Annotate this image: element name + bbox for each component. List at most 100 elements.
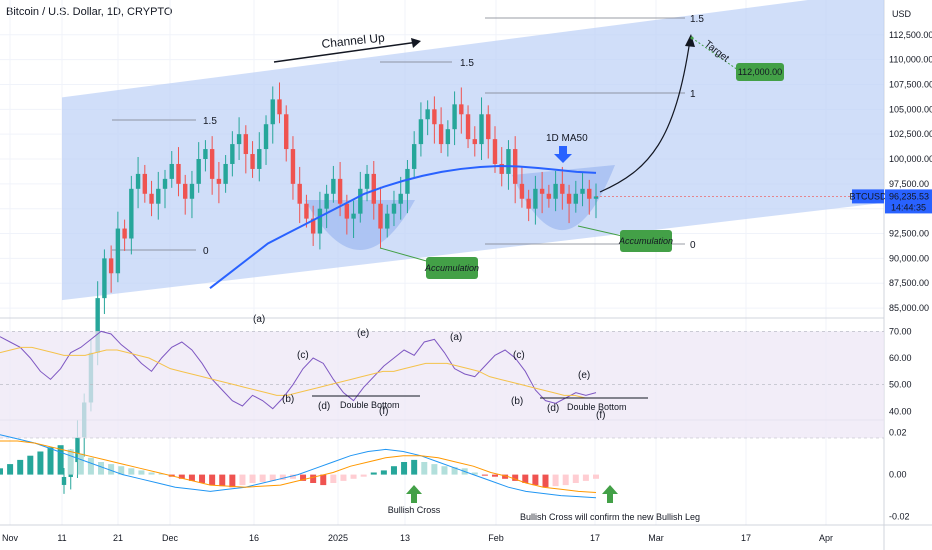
macd-histogram-bar xyxy=(279,474,286,480)
candle-body xyxy=(284,114,289,150)
time-tick-label: 2025 xyxy=(328,533,348,543)
macd-histogram-bar xyxy=(209,474,216,486)
candle-body xyxy=(331,178,336,194)
candle-body xyxy=(351,213,356,219)
macd-histogram-bar xyxy=(411,459,418,475)
macd-signal-line xyxy=(0,440,597,493)
rsi-wave-label: (a) xyxy=(450,332,462,343)
time-tick-label: Mar xyxy=(648,533,664,543)
macd-histogram-bar xyxy=(98,462,105,475)
time-tick-label: 13 xyxy=(400,533,410,543)
macd-histogram-bar xyxy=(108,464,115,475)
macd-histogram-bar xyxy=(370,472,377,475)
candle-body xyxy=(398,193,403,204)
candle-body xyxy=(560,183,565,194)
price-tick-label: 97,500.00 xyxy=(889,179,929,189)
macd-histogram-bar xyxy=(401,462,408,475)
candle-body xyxy=(169,163,174,179)
candle-body xyxy=(189,183,195,199)
candle-body xyxy=(203,149,208,159)
macd-histogram-bar xyxy=(188,474,195,481)
candle-body xyxy=(438,124,444,145)
candle-body xyxy=(385,213,390,229)
candle-body xyxy=(257,149,262,169)
double-bottom-label-2: Double Bottom xyxy=(567,402,627,412)
macd-histogram-bar xyxy=(340,474,347,481)
rsi-wave-label: (a) xyxy=(253,314,265,325)
candle-body xyxy=(378,203,383,229)
macd-histogram-bar xyxy=(320,474,327,486)
channel-up-label: Channel Up xyxy=(321,30,386,51)
macd-histogram-bar xyxy=(47,447,54,475)
macd-tick-label: 0.02 xyxy=(889,428,907,438)
price-tick-label: 105,000.00 xyxy=(889,104,932,114)
rsi-wave-label: (c) xyxy=(297,350,309,361)
macd-histogram-bar xyxy=(512,474,519,481)
candle-body xyxy=(337,178,343,204)
candle-body xyxy=(371,173,376,204)
rsi-wave-label: (c) xyxy=(513,350,525,361)
price-tick-label: 92,500.00 xyxy=(889,229,929,239)
macd-histogram-bar xyxy=(522,474,529,483)
candle-body xyxy=(566,193,572,204)
macd-histogram-bar xyxy=(330,474,337,483)
macd-histogram-bar xyxy=(148,472,155,475)
projection-curve xyxy=(599,39,691,193)
channel-up-arrow xyxy=(273,41,419,63)
rsi-tick-label: 70.00 xyxy=(889,326,912,336)
macd-histogram-bar xyxy=(158,473,165,475)
candle-body xyxy=(250,154,255,169)
price-tick-label: 85,000.00 xyxy=(889,303,929,313)
macd-histogram-bar xyxy=(471,472,478,475)
candle-body xyxy=(459,104,464,115)
candle-body xyxy=(230,144,235,164)
accumulation-pointer-2 xyxy=(577,225,623,237)
price-tick-label: 100,000.00 xyxy=(889,154,932,164)
ma50-marker-arrow xyxy=(554,146,572,163)
last-price-value: 96,235.53 xyxy=(889,191,929,201)
candle-body xyxy=(75,437,80,463)
macd-histogram-bar xyxy=(219,474,226,487)
price-tick-label: 90,000.00 xyxy=(889,253,929,263)
macd-histogram-bar xyxy=(451,467,458,475)
last-price-tag xyxy=(885,189,932,214)
candle-body xyxy=(593,196,599,199)
macd-histogram-bar xyxy=(491,474,498,477)
symbol-tag xyxy=(852,189,884,204)
chart-title: Bitcoin / U.S. Dollar, 1D, CRYPTO xyxy=(6,6,173,18)
channel-band xyxy=(62,0,884,301)
candle-body xyxy=(135,173,141,189)
rsi-wave-label: (f) xyxy=(596,410,605,421)
macd-tick-label: -0.02 xyxy=(889,512,910,522)
bullish-cross-label: Bullish Cross xyxy=(388,505,441,515)
symbol-label: BTCUSD xyxy=(849,191,887,201)
candle-body xyxy=(506,149,511,174)
price-tick-label: 107,500.00 xyxy=(889,79,932,89)
fib-feb-0-label: 0 xyxy=(690,240,696,251)
candle-body xyxy=(526,198,531,209)
candle-body xyxy=(479,114,484,145)
macd-histogram-bar xyxy=(289,474,296,479)
macd-histogram-bar xyxy=(572,474,579,483)
candle-body xyxy=(533,188,538,209)
candle-body xyxy=(486,114,491,140)
candle-body xyxy=(317,208,323,234)
candle-body xyxy=(115,228,121,274)
macd-histogram-bar xyxy=(259,474,266,482)
candle-body xyxy=(546,193,552,199)
target-dot xyxy=(690,36,694,40)
time-tick-label: Dec xyxy=(162,533,179,543)
candle-body xyxy=(472,139,477,145)
candle-body xyxy=(290,149,296,184)
macd-histogram-bar xyxy=(481,474,488,476)
candle-body xyxy=(310,218,316,234)
candle-body xyxy=(452,104,457,130)
rsi-wave-label: (d) xyxy=(547,403,559,414)
candle-body xyxy=(149,193,154,204)
macd-histogram-bar xyxy=(542,474,549,488)
macd-histogram-bar xyxy=(502,474,509,479)
macd-histogram-bar xyxy=(37,451,44,475)
macd-histogram-bar xyxy=(249,474,256,483)
